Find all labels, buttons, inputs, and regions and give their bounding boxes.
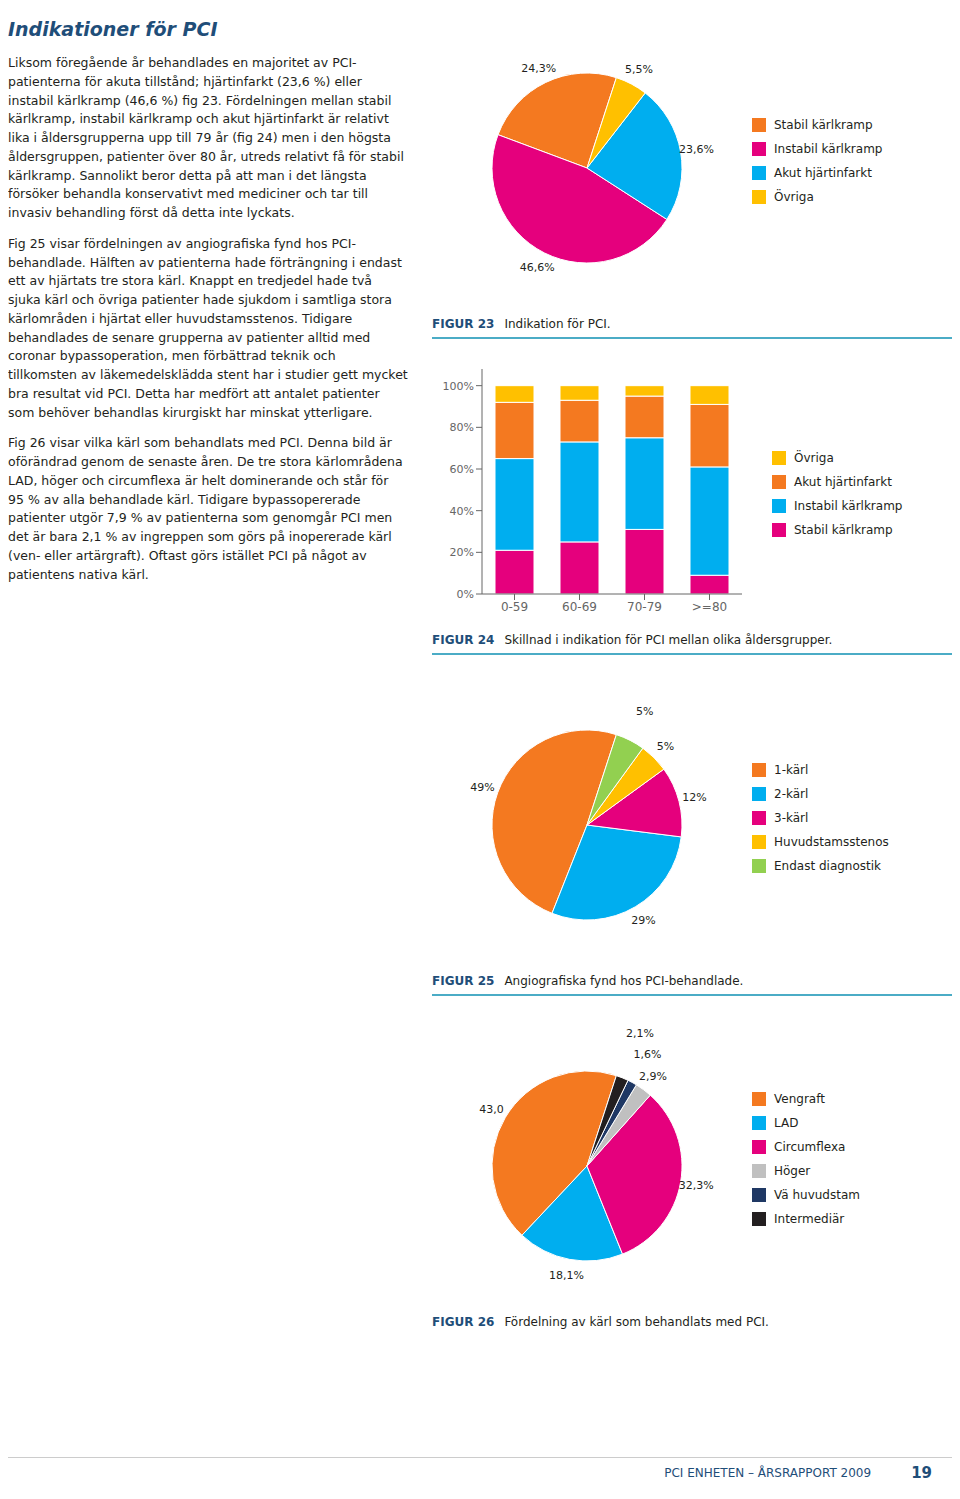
html-text:Fig 25 visar fördelningen av a: Fig 25 visar fördelningen av angiografis…	[8, 235, 408, 420]
svg-text:20%: 20%	[450, 546, 474, 559]
html-text:Höger: Höger	[774, 1163, 811, 1178]
svg-text:29%: 29%	[631, 914, 655, 927]
html-text:Indikation för PCI.: Indikation för PCI.	[504, 317, 611, 331]
html-text:Instabil kärlkramp: Instabil kärlkramp	[774, 141, 883, 156]
html-text:Circumflexa: Circumflexa	[774, 1139, 846, 1154]
html-text:Indikationer för PCI: Indikationer för PCI	[8, 18, 218, 40]
svg-text:0%: 0%	[457, 588, 474, 601]
svg-text:40%: 40%	[450, 505, 474, 518]
svg-text:12%: 12%	[682, 791, 706, 804]
svg-text:49%: 49%	[470, 781, 494, 794]
svg-text:18,1%: 18,1%	[549, 1269, 584, 1282]
html-text:Liksom föregående år behandlad: Liksom föregående år behandlades en majo…	[8, 55, 404, 220]
html-text:19: 19	[911, 1464, 932, 1482]
svg-text:60-69: 60-69	[562, 600, 597, 614]
html-text:Huvudstamsstenos: Huvudstamsstenos	[774, 834, 889, 849]
html-text:1-kärl: 1-kärl	[774, 762, 809, 777]
html-text:Stabil kärlkramp: Stabil kärlkramp	[774, 117, 873, 132]
svg-text:>=80: >=80	[692, 600, 727, 614]
html-text:Skillnad i indikation för PCI: Skillnad i indikation för PCI mellan oli…	[504, 633, 833, 647]
svg-text:46,6%: 46,6%	[520, 261, 555, 274]
html-text:Instabil kärlkramp: Instabil kärlkramp	[794, 499, 903, 513]
html-text:FIGUR 25: FIGUR 25	[432, 974, 495, 988]
svg-text:0-59: 0-59	[501, 600, 528, 614]
svg-text:60%: 60%	[450, 463, 474, 476]
html-text:Angiografiska fynd hos PCI-beh: Angiografiska fynd hos PCI-behandlade.	[504, 974, 744, 988]
svg-text:5,5%: 5,5%	[625, 63, 653, 76]
html-text:Akut hjärtinfarkt: Akut hjärtinfarkt	[774, 165, 872, 180]
html-text:Fördelning av kärl som behandl: Fördelning av kärl som behandlats med PC…	[504, 1315, 769, 1329]
svg-text:100%: 100%	[443, 380, 474, 393]
html-text:PCI ENHETEN – ÅRSRAPPORT 2009: PCI ENHETEN – ÅRSRAPPORT 2009	[664, 1466, 872, 1480]
html-text:3-kärl: 3-kärl	[774, 810, 809, 825]
html-text:Stabil kärlkramp: Stabil kärlkramp	[794, 523, 893, 537]
svg-text:70-79: 70-79	[627, 600, 662, 614]
svg-text:2,9%: 2,9%	[639, 1070, 667, 1083]
svg-text:2,1%: 2,1%	[626, 1027, 654, 1040]
html-text:Övriga: Övriga	[774, 189, 814, 204]
html-text:LAD: LAD	[774, 1115, 799, 1130]
svg-text:5%: 5%	[636, 705, 653, 718]
svg-text:23,6%: 23,6%	[679, 143, 714, 156]
svg-text:32,3%: 32,3%	[679, 1179, 714, 1192]
html-text:Akut hjärtinfarkt: Akut hjärtinfarkt	[794, 475, 892, 489]
html-text:FIGUR 26: FIGUR 26	[432, 1315, 495, 1329]
html-text:FIGUR 24: FIGUR 24	[432, 633, 495, 647]
svg-text:43,0: 43,0	[479, 1103, 504, 1116]
svg-text:80%: 80%	[450, 421, 474, 434]
html-text:Endast diagnostik: Endast diagnostik	[774, 858, 881, 873]
html-text:2-kärl: 2-kärl	[774, 786, 809, 801]
svg-text:1,6%: 1,6%	[634, 1048, 662, 1061]
svg-text:24,3%: 24,3%	[521, 62, 556, 75]
html-text:Vengraft: Vengraft	[774, 1091, 825, 1106]
html-text:Övriga: Övriga	[794, 451, 834, 465]
svg-text:5%: 5%	[657, 740, 674, 753]
html-text:Intermediär: Intermediär	[774, 1211, 845, 1226]
html-text:Vä huvudstam: Vä huvudstam	[774, 1187, 860, 1202]
html-text:Fig 26 visar vilka kärl som be: Fig 26 visar vilka kärl som behandlats m…	[8, 435, 403, 582]
html-text:FIGUR 23: FIGUR 23	[432, 317, 495, 331]
